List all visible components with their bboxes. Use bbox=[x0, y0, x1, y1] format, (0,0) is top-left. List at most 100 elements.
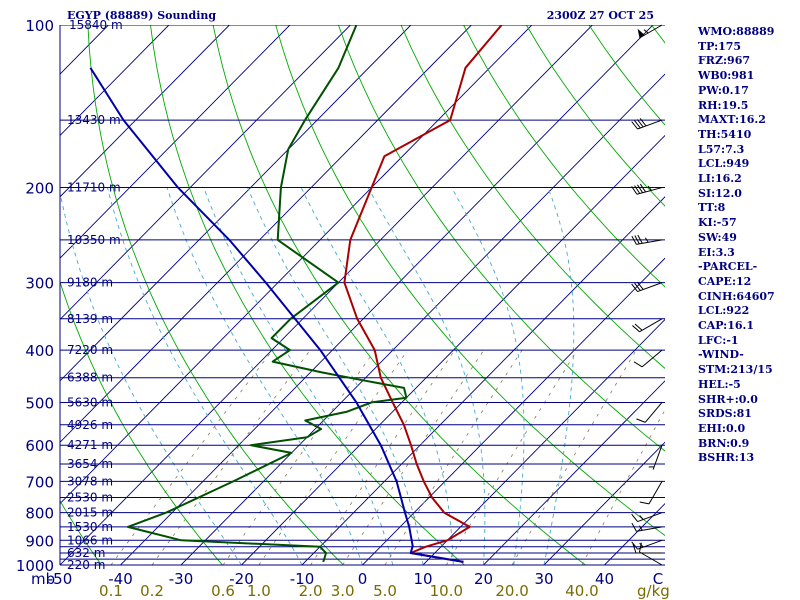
wind-barb-half-flag bbox=[647, 185, 652, 191]
wind-barb-half-flag bbox=[643, 29, 649, 34]
mixing-ratio-label: 10.0 bbox=[430, 582, 463, 600]
index-item: MAXT:16.2 bbox=[698, 113, 766, 127]
pressure-label: 800 bbox=[25, 505, 54, 523]
index-item: PW:0.17 bbox=[698, 83, 749, 97]
wind-barb bbox=[631, 183, 663, 195]
wind-barb-staff bbox=[648, 481, 663, 505]
pressure-label: 100 bbox=[25, 17, 54, 35]
index-item: WMO:88889 bbox=[698, 25, 775, 38]
height-label: 8139 m bbox=[67, 312, 113, 326]
height-label: 2530 m bbox=[67, 491, 113, 505]
index-item: LFC:-1 bbox=[698, 333, 739, 347]
height-label: 10350 m bbox=[67, 233, 121, 247]
isotherm-line bbox=[120, 25, 654, 565]
index-item: CINH:64607 bbox=[698, 289, 775, 303]
isotherm-line bbox=[422, 318, 665, 565]
isotherm-line bbox=[301, 196, 665, 565]
height-labels: 15840 m 13430 m 11710 m 10350 m 9180 m 8139 m… bbox=[67, 18, 123, 572]
temperature-label: -20 bbox=[229, 570, 254, 588]
wind-barb-flag bbox=[632, 325, 640, 333]
wind-barb-flag bbox=[634, 323, 643, 331]
temperature-line bbox=[343, 25, 503, 563]
pressure-label: 200 bbox=[25, 180, 54, 198]
dewpoint-line bbox=[126, 25, 408, 563]
index-item: WB0:981 bbox=[698, 69, 755, 83]
mixing-ratio-label: 40.0 bbox=[565, 582, 598, 600]
height-label: 2015 m bbox=[67, 506, 113, 520]
pressure-label: 400 bbox=[25, 342, 54, 360]
index-item: LCL:949 bbox=[698, 157, 750, 171]
index-item: TH:5410 bbox=[698, 127, 752, 141]
isotherm-line bbox=[483, 380, 665, 565]
isobar-lines bbox=[60, 25, 665, 565]
moist-adiabat-line bbox=[107, 187, 303, 565]
wind-barb bbox=[631, 118, 663, 130]
wind-barb-half-flag bbox=[639, 542, 644, 548]
moist-adiabat-line bbox=[60, 190, 242, 565]
index-item: TP:175 bbox=[698, 39, 742, 53]
wind-barb-flag bbox=[637, 184, 644, 194]
height-label: 13430 m bbox=[67, 113, 121, 127]
wind-barb-pennant bbox=[637, 28, 645, 38]
pressure-label: 700 bbox=[25, 473, 54, 491]
moist-adiabat-line bbox=[247, 187, 424, 565]
wind-barb-flag bbox=[631, 522, 637, 532]
wind-barb-staff bbox=[639, 318, 663, 333]
pressure-label: 900 bbox=[25, 532, 54, 550]
wind-barb-flag bbox=[631, 283, 638, 292]
wind-barb-flag bbox=[631, 121, 638, 130]
mixing-ratio-label: 5.0 bbox=[373, 582, 397, 600]
wind-barb bbox=[633, 349, 663, 368]
wind-barb bbox=[648, 445, 663, 470]
wind-barb-staff bbox=[637, 282, 663, 293]
wind-barb-flag bbox=[631, 235, 637, 245]
index-item: LI:16.2 bbox=[698, 172, 742, 186]
chart-title: EGYP (88889) Sounding bbox=[67, 9, 216, 22]
isotherm-line bbox=[60, 25, 472, 443]
pressure-label: 600 bbox=[25, 437, 54, 455]
index-item: EI:3.3 bbox=[698, 245, 735, 259]
index-item: FRZ:967 bbox=[698, 54, 751, 68]
temperature-label: -50 bbox=[48, 570, 73, 588]
pressure-label: 300 bbox=[25, 275, 54, 293]
height-label: 7220 m bbox=[67, 343, 113, 357]
index-item: EHI:0.0 bbox=[698, 421, 746, 435]
mixing-ratio-label: 20.0 bbox=[495, 582, 528, 600]
index-item: BRN:0.9 bbox=[698, 436, 750, 450]
isotherm-line bbox=[60, 25, 291, 259]
height-label: 3654 m bbox=[67, 457, 113, 471]
wind-barb-flag bbox=[636, 418, 646, 423]
wind-barb-flag bbox=[636, 281, 644, 290]
height-label: 3078 m bbox=[67, 474, 113, 488]
wind-barb bbox=[637, 24, 663, 39]
wind-barb-flag bbox=[634, 282, 641, 291]
index-item: KI:-57 bbox=[698, 216, 737, 230]
temperature-label: 30 bbox=[534, 570, 553, 588]
isotherm-line bbox=[60, 25, 170, 137]
index-item: STM:213/15 bbox=[698, 363, 773, 377]
wind-barb bbox=[631, 512, 663, 523]
temperature-label: 20 bbox=[474, 570, 493, 588]
index-item: TT:8 bbox=[698, 201, 726, 215]
temperature-label: -40 bbox=[108, 570, 133, 588]
pressure-labels: 100 200 300 400 500 600 700 800 900 1000 bbox=[16, 17, 54, 575]
wind-barb bbox=[632, 318, 663, 333]
height-label: 220 m bbox=[67, 558, 105, 572]
mixing-ratio-label: 0.1 bbox=[99, 582, 123, 600]
mixing-ratio-unit-label: g/kg bbox=[637, 582, 670, 600]
index-item: L57:7.3 bbox=[698, 142, 745, 156]
wind-barb-staff bbox=[637, 119, 663, 130]
mixing-ratio-label: 1.0 bbox=[247, 582, 271, 600]
index-item: SHR+:0.0 bbox=[698, 392, 758, 406]
temperature-label: 10 bbox=[413, 570, 432, 588]
wind-barb-flag bbox=[638, 542, 642, 553]
isotherm-line bbox=[543, 441, 665, 565]
wind-barb-staff bbox=[637, 512, 663, 523]
wind-barb-half-flag bbox=[639, 515, 644, 520]
wind-barb-staff bbox=[644, 402, 663, 423]
wind-barb-staff bbox=[636, 239, 663, 245]
plot-area bbox=[60, 25, 665, 565]
wind-barb-staff bbox=[652, 445, 663, 470]
